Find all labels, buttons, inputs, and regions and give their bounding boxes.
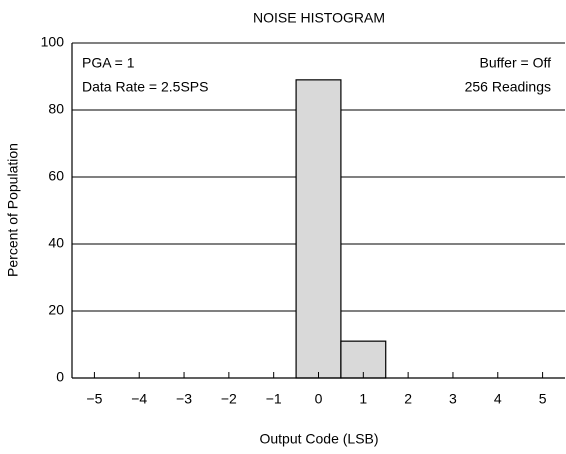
y-tick-label: 60 bbox=[48, 168, 64, 184]
x-axis-label: Output Code (LSB) bbox=[259, 431, 378, 447]
x-tick-label: 2 bbox=[404, 391, 412, 407]
x-tick-label: 3 bbox=[449, 391, 457, 407]
x-tick-label: 1 bbox=[359, 391, 367, 407]
x-tick-label: 0 bbox=[315, 391, 323, 407]
y-tick-label: 100 bbox=[41, 34, 65, 50]
x-tick-label: −3 bbox=[176, 391, 192, 407]
y-axis-label: Percent of Population bbox=[5, 143, 21, 277]
y-tick-label: 40 bbox=[48, 235, 64, 251]
chart-title: NOISE HISTOGRAM bbox=[253, 10, 385, 26]
y-tick-label: 0 bbox=[56, 369, 64, 385]
annotation: Data Rate = 2.5SPS bbox=[82, 79, 208, 95]
x-tick-label: −5 bbox=[86, 391, 102, 407]
x-tick-label: −1 bbox=[266, 391, 282, 407]
y-tick-label: 20 bbox=[48, 302, 64, 318]
x-tick-label: −2 bbox=[221, 391, 237, 407]
x-tick-label: 4 bbox=[494, 391, 502, 407]
bar bbox=[295, 79, 342, 379]
annotation: Buffer = Off bbox=[480, 55, 552, 71]
x-tick-label: 5 bbox=[539, 391, 547, 407]
x-tick-label: −4 bbox=[131, 391, 147, 407]
annotation: PGA = 1 bbox=[82, 55, 135, 71]
annotation: 256 Readings bbox=[465, 79, 551, 95]
y-tick-label: 80 bbox=[48, 101, 64, 117]
